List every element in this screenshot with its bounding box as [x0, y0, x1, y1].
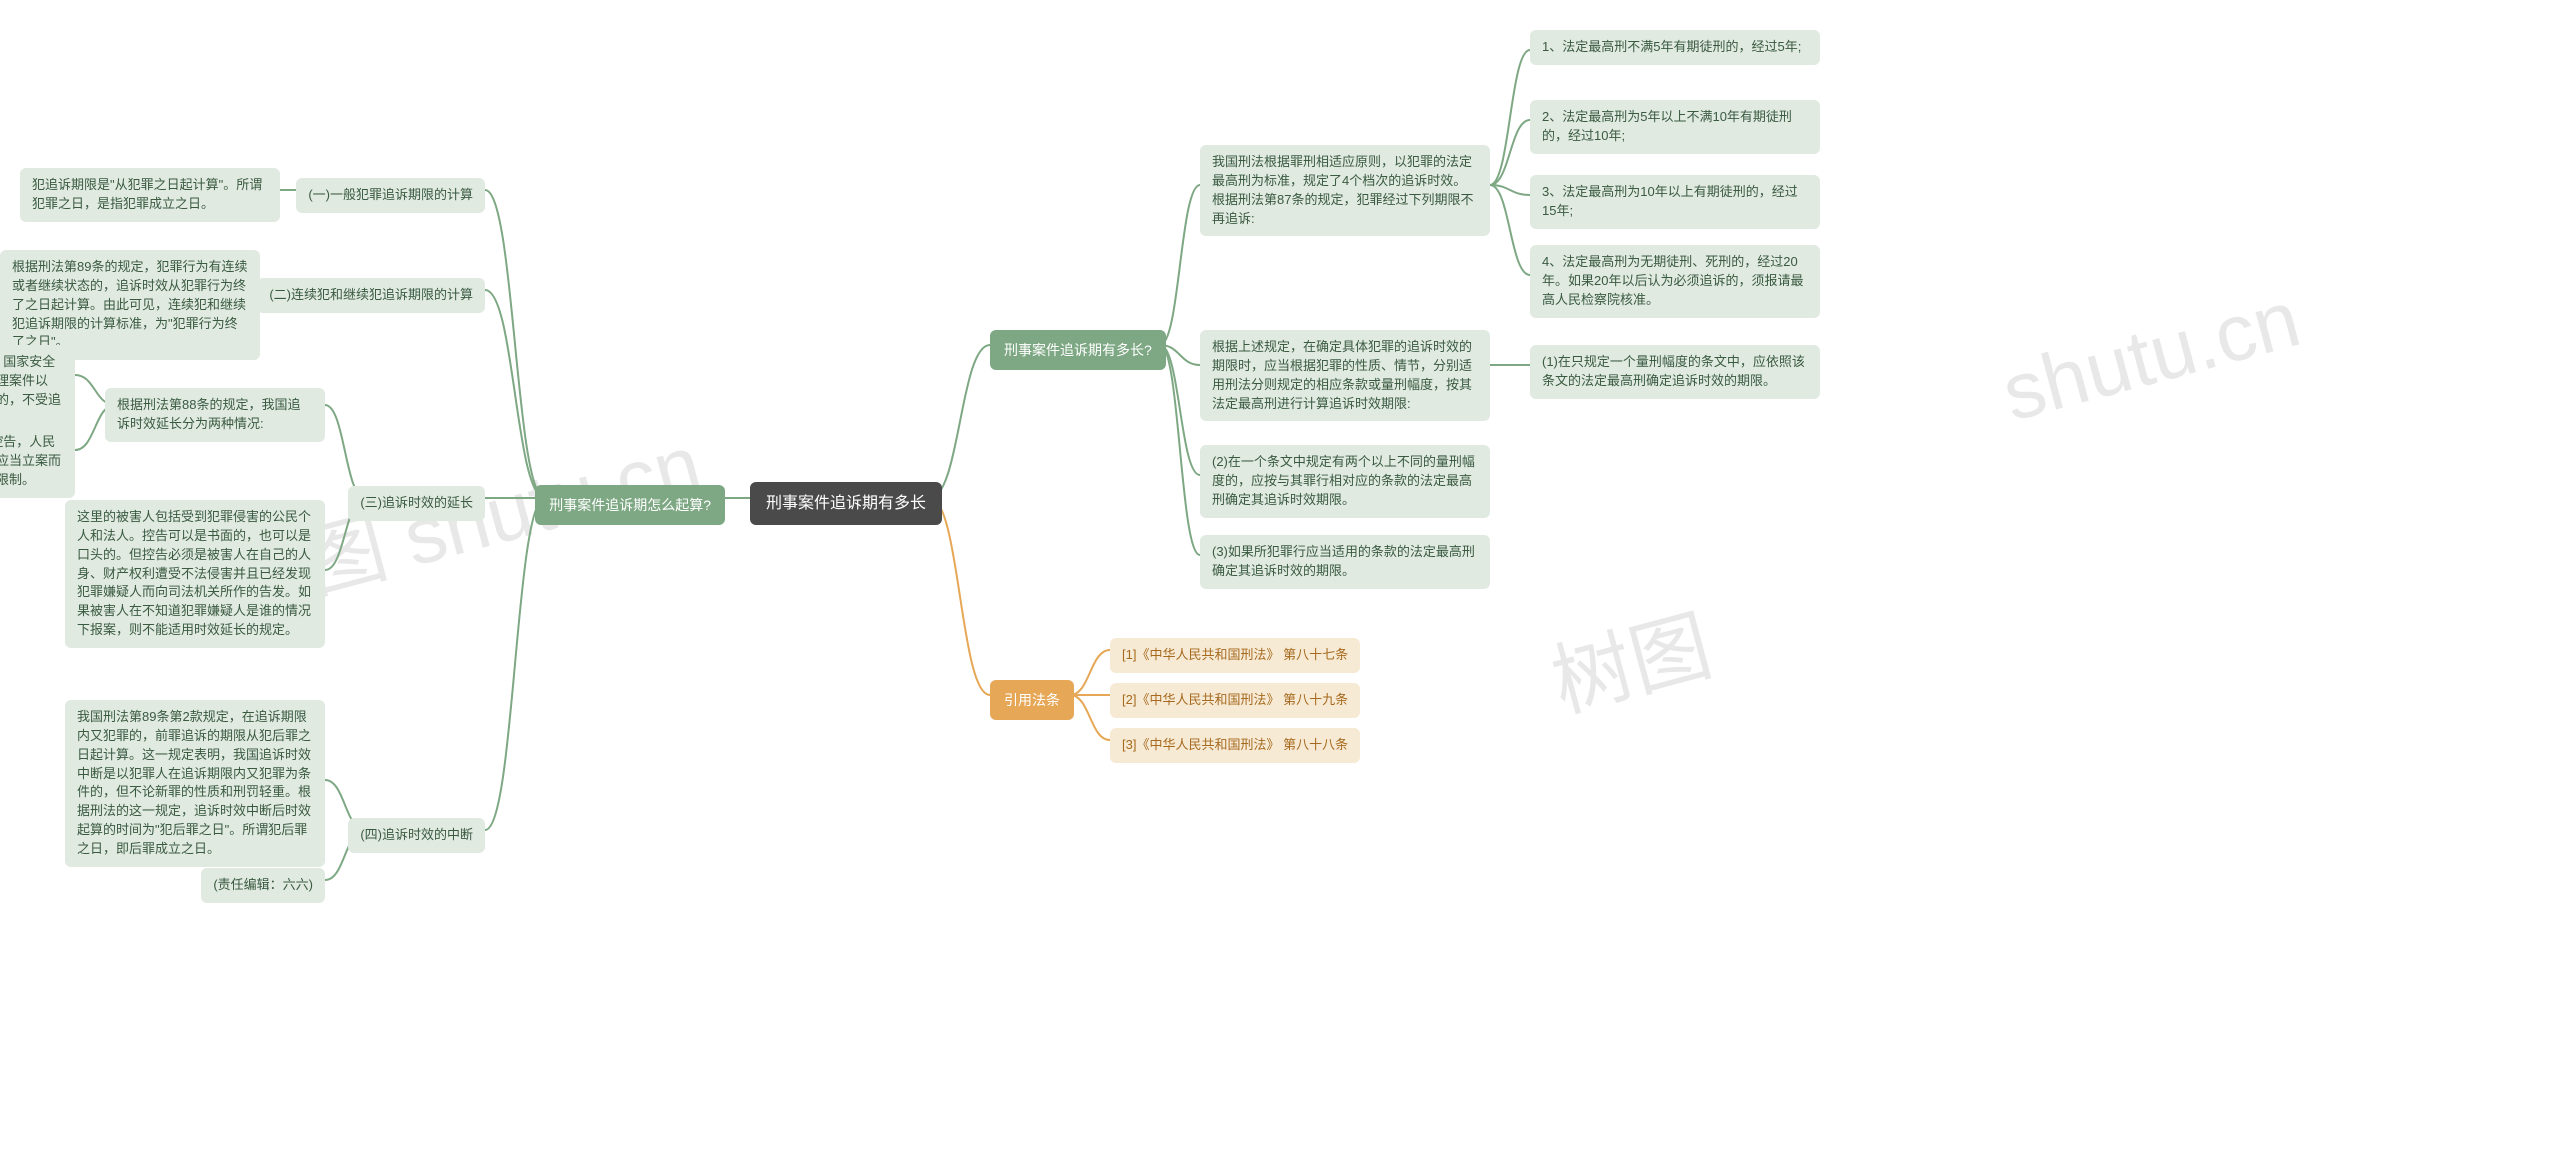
r1-a3: 3、法定最高刑为10年以上有期徒刑的，经过15年; — [1530, 175, 1820, 229]
branch-right-1: 刑事案件追诉期有多长? — [990, 330, 1166, 370]
left-a1: 犯追诉期限是"从犯罪之日起计算"。所谓犯罪之日，是指犯罪成立之日。 — [20, 168, 280, 222]
r1-b: 根据上述规定，在确定具体犯罪的追诉时效的期限时，应当根据犯罪的性质、情节，分别适… — [1200, 330, 1490, 421]
ref-3: [3]《中华人民共和国刑法》 第八十八条 — [1110, 728, 1360, 763]
left-b1: 根据刑法第89条的规定，犯罪行为有连续或者继续状态的，追诉时效从犯罪行为终了之日… — [0, 250, 260, 360]
r1-a2: 2、法定最高刑为5年以上不满10年有期徒刑的，经过10年; — [1530, 100, 1820, 154]
watermark-3: 树图 — [1538, 581, 1723, 734]
watermark-2: shutu.cn — [1993, 272, 2309, 439]
branch-left: 刑事案件追诉期怎么起算? — [535, 485, 725, 525]
ref-1: [1]《中华人民共和国刑法》 第八十七条 — [1110, 638, 1360, 673]
left-item-a: (一)一般犯罪追诉期限的计算 — [296, 178, 485, 213]
r1-a: 我国刑法根据罪刑相适应原则，以犯罪的法定最高刑为标准，规定了4个档次的追诉时效。… — [1200, 145, 1490, 236]
r1-b1: (1)在只规定一个量刑幅度的条文中，应依照该条文的法定最高刑确定追诉时效的期限。 — [1530, 345, 1820, 399]
left-d1: 我国刑法第89条第2款规定，在追诉期限内又犯罪的，前罪追诉的期限从犯后罪之日起计… — [65, 700, 325, 867]
left-item-c: (三)追诉时效的延长 — [348, 486, 485, 521]
r1-a1: 1、法定最高刑不满5年有期徒刑的，经过5年; — [1530, 30, 1820, 65]
left-c11: 1、在人民检察院、公安机关、国家安全机关立案侦查或在人民法院受理案件以后，犯罪人… — [0, 345, 75, 436]
left-item-b: (二)连续犯和继续犯追诉期限的计算 — [257, 278, 485, 313]
r1-a4: 4、法定最高刑为无期徒刑、死刑的，经过20年。如果20年以后认为必须追诉的，须报… — [1530, 245, 1820, 318]
ref-2: [2]《中华人民共和国刑法》 第八十九条 — [1110, 683, 1360, 718]
r1-c: (2)在一个条文中规定有两个以上不同的量刑幅度的，应按与其罪行相对应的条款的法定… — [1200, 445, 1490, 518]
r1-d: (3)如果所犯罪行应当适用的条款的法定最高刑确定其追诉时效的期限。 — [1200, 535, 1490, 589]
root-node: 刑事案件追诉期有多长 — [750, 482, 942, 525]
left-d2: (责任编辑：六六) — [201, 868, 325, 903]
branch-right-2: 引用法条 — [990, 680, 1074, 720]
left-item-d: (四)追诉时效的中断 — [348, 818, 485, 853]
left-c12: 2、被害人在追诉期限内提出控告，人民法院、人民检察院、公安机关应当立案而不予立案… — [0, 425, 75, 498]
left-c2: 这里的被害人包括受到犯罪侵害的公民个人和法人。控告可以是书面的，也可以是口头的。… — [65, 500, 325, 648]
left-c1: 根据刑法第88条的规定，我国追诉时效延长分为两种情况: — [105, 388, 325, 442]
